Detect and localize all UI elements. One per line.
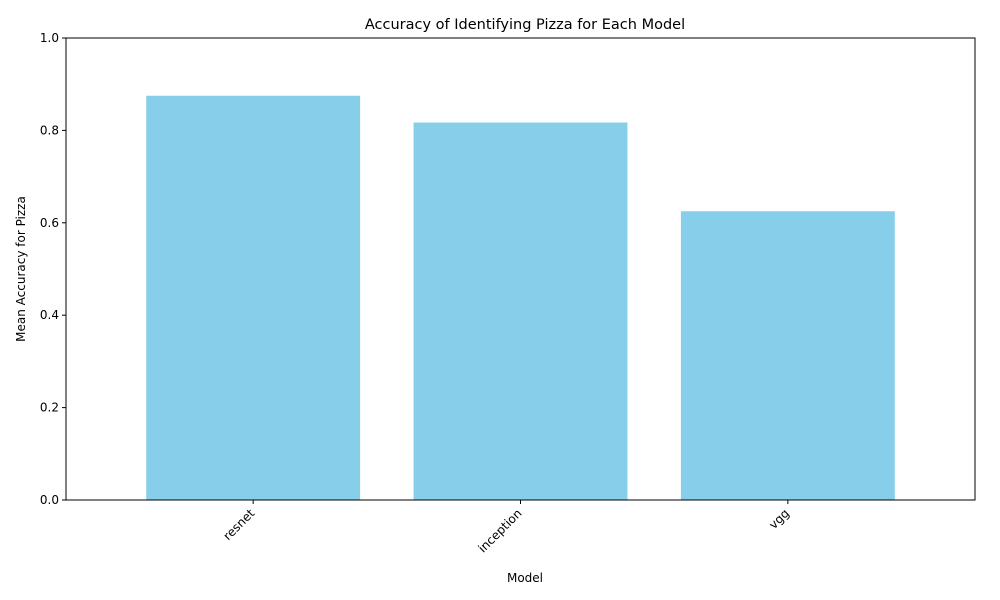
bar-inception — [413, 122, 628, 501]
bar-vgg — [680, 211, 895, 500]
chart-title: Accuracy of Identifying Pizza for Each M… — [365, 17, 685, 33]
y-tick-label: 0.2 — [40, 401, 59, 415]
y-tick-label: 0.6 — [40, 216, 59, 230]
x-axis-label: Model — [507, 571, 543, 585]
y-axis-ticks: 0.0 0.2 0.4 0.6 0.8 1.0 — [40, 31, 66, 507]
bar-resnet — [146, 95, 361, 500]
y-tick-label: 1.0 — [40, 31, 59, 45]
bars-group — [146, 95, 895, 501]
y-tick-label: 0.8 — [40, 123, 59, 137]
y-tick-label: 0.4 — [40, 308, 59, 322]
y-tick-label: 0.0 — [40, 493, 59, 507]
y-axis-label: Mean Accuracy for Pizza — [14, 196, 28, 342]
plot-frame — [65, 37, 976, 501]
